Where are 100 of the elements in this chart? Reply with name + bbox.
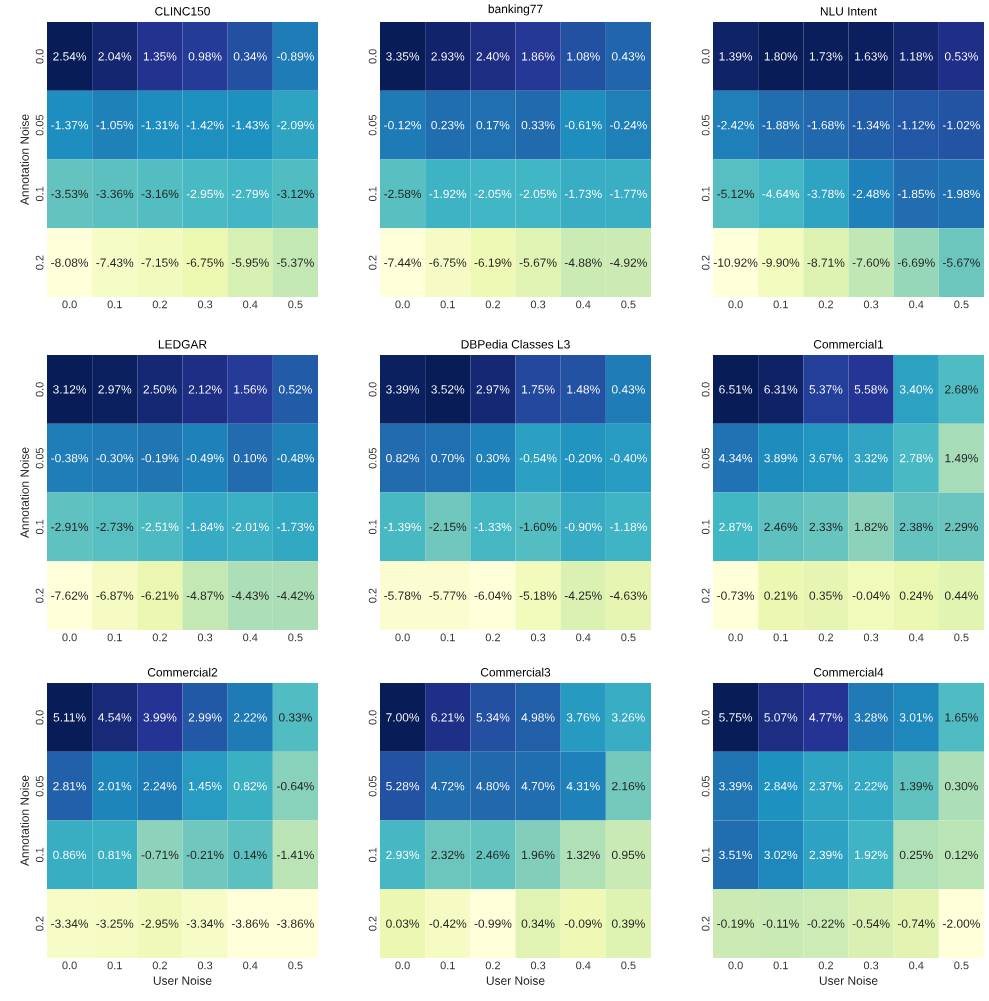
chart-title: Commercial1 <box>813 339 884 349</box>
y-tick-label: 0.05 <box>701 114 710 136</box>
data-label: -0.54% <box>519 453 557 463</box>
data-label: 0.17% <box>476 120 510 130</box>
x-tick-label: 0.3 <box>863 633 879 642</box>
data-label: 2.24% <box>143 781 177 791</box>
data-label: 6.51% <box>719 385 753 394</box>
data-label: 1.48% <box>567 385 600 394</box>
data-label: -4.92% <box>610 258 647 267</box>
data-label: -0.24% <box>610 120 647 130</box>
y-tick-label: 0.05 <box>368 447 377 469</box>
data-label: -5.78% <box>384 591 422 600</box>
data-label: 1.65% <box>945 713 978 722</box>
data-label: 3.89% <box>764 453 798 463</box>
x-tick-label: 0.0 <box>395 961 410 970</box>
x-tick-label: 0.1 <box>773 300 788 309</box>
y-tick-label: 0.0 <box>701 49 710 64</box>
data-label: -6.75% <box>429 258 467 267</box>
x-tick-label: 0.4 <box>576 961 591 970</box>
y-tick-label: 0.2 <box>35 916 44 931</box>
data-label: -2.01% <box>231 522 269 532</box>
data-label: 5.37% <box>809 385 843 394</box>
data-label: 0.24% <box>899 591 933 600</box>
data-label: 0.33% <box>278 713 312 722</box>
data-label: -1.39% <box>384 522 422 532</box>
y-tick-label: 0.05 <box>35 114 44 136</box>
data-label: 2.46% <box>764 522 798 532</box>
x-tick-label: 0.5 <box>621 961 636 970</box>
y-tick-label: 0.0 <box>35 710 44 725</box>
data-label: 0.82% <box>233 781 267 791</box>
data-label: 1.08% <box>567 52 600 61</box>
x-tick-label: 0.0 <box>62 633 77 642</box>
data-label: 0.30% <box>944 781 978 791</box>
data-label: 0.10% <box>233 453 267 463</box>
data-label: 2.29% <box>945 522 978 532</box>
x-axis-title: User Noise <box>819 976 878 985</box>
x-tick-label: 0.5 <box>621 633 636 642</box>
data-label: 2.50% <box>143 385 177 394</box>
data-label: 1.63% <box>855 52 888 61</box>
data-label: -2.09% <box>277 120 314 130</box>
x-tick-label: 0.0 <box>728 300 743 309</box>
data-label: -10.92% <box>713 258 758 267</box>
data-label: -1.33% <box>474 522 512 532</box>
data-label: 3.76% <box>566 713 600 722</box>
y-tick-label: 0.1 <box>35 519 44 535</box>
x-axis-title: User Noise <box>153 976 212 985</box>
data-label: -2.51% <box>141 522 179 532</box>
data-label: 0.44% <box>944 591 978 600</box>
data-label: 5.07% <box>764 713 798 722</box>
data-label: 2.38% <box>899 522 933 532</box>
data-label: -1.68% <box>807 120 845 130</box>
data-label: -0.48% <box>277 453 314 463</box>
data-label: 0.35% <box>809 591 843 600</box>
data-label: 2.81% <box>53 781 87 791</box>
data-label: -7.60% <box>852 258 890 267</box>
data-label: -2.05% <box>474 189 512 199</box>
y-tick-label: 0.1 <box>35 847 44 863</box>
x-tick-label: 0.5 <box>954 300 969 309</box>
data-label: 1.39% <box>900 781 933 791</box>
y-tick-label: 0.0 <box>701 382 710 397</box>
x-tick-label: 0.3 <box>530 633 546 642</box>
data-label: -2.05% <box>519 189 557 199</box>
y-tick-label: 0.0 <box>368 49 377 64</box>
data-label: -1.18% <box>610 522 647 532</box>
data-label: -8.71% <box>807 258 845 267</box>
data-label: 1.75% <box>522 385 555 394</box>
data-label: -3.12% <box>277 189 314 199</box>
data-label: -0.38% <box>51 453 89 463</box>
data-label: 3.28% <box>854 713 888 722</box>
data-label: -3.34% <box>51 919 89 928</box>
y-tick-label: 0.0 <box>368 382 377 397</box>
data-label: 3.12% <box>53 385 87 394</box>
data-label: -3.36% <box>96 189 134 199</box>
data-label: -0.89% <box>277 52 314 61</box>
chart-title: CLINC150 <box>155 7 210 16</box>
data-label: -2.00% <box>943 919 980 928</box>
y-tick-label: 0.2 <box>701 588 710 603</box>
data-label: 4.54% <box>98 713 132 722</box>
data-label: 3.51% <box>719 850 753 860</box>
data-label: -3.78% <box>807 189 845 199</box>
data-label: -0.42% <box>429 919 467 928</box>
x-tick-label: 0.5 <box>954 961 969 970</box>
data-label: -6.75% <box>186 258 224 267</box>
y-axis-title: Annotation Noise <box>20 447 29 539</box>
y-tick-label: 0.1 <box>701 519 710 535</box>
data-label: -3.86% <box>231 919 269 928</box>
data-label: -2.48% <box>852 189 890 199</box>
chart-title: banking77 <box>488 4 543 16</box>
x-tick-label: 0.1 <box>107 961 122 970</box>
data-label: 1.49% <box>945 453 978 463</box>
data-label: 0.23% <box>431 120 465 130</box>
data-label: 3.99% <box>143 713 177 722</box>
data-label: -3.16% <box>141 189 179 199</box>
data-label: 0.34% <box>233 52 267 61</box>
data-label: -7.15% <box>141 258 179 267</box>
data-label: -5.37% <box>277 258 314 267</box>
data-label: -2.95% <box>141 919 179 928</box>
x-tick-label: 0.1 <box>440 961 455 970</box>
data-label: 2.39% <box>809 850 843 860</box>
data-label: 0.43% <box>611 385 645 394</box>
